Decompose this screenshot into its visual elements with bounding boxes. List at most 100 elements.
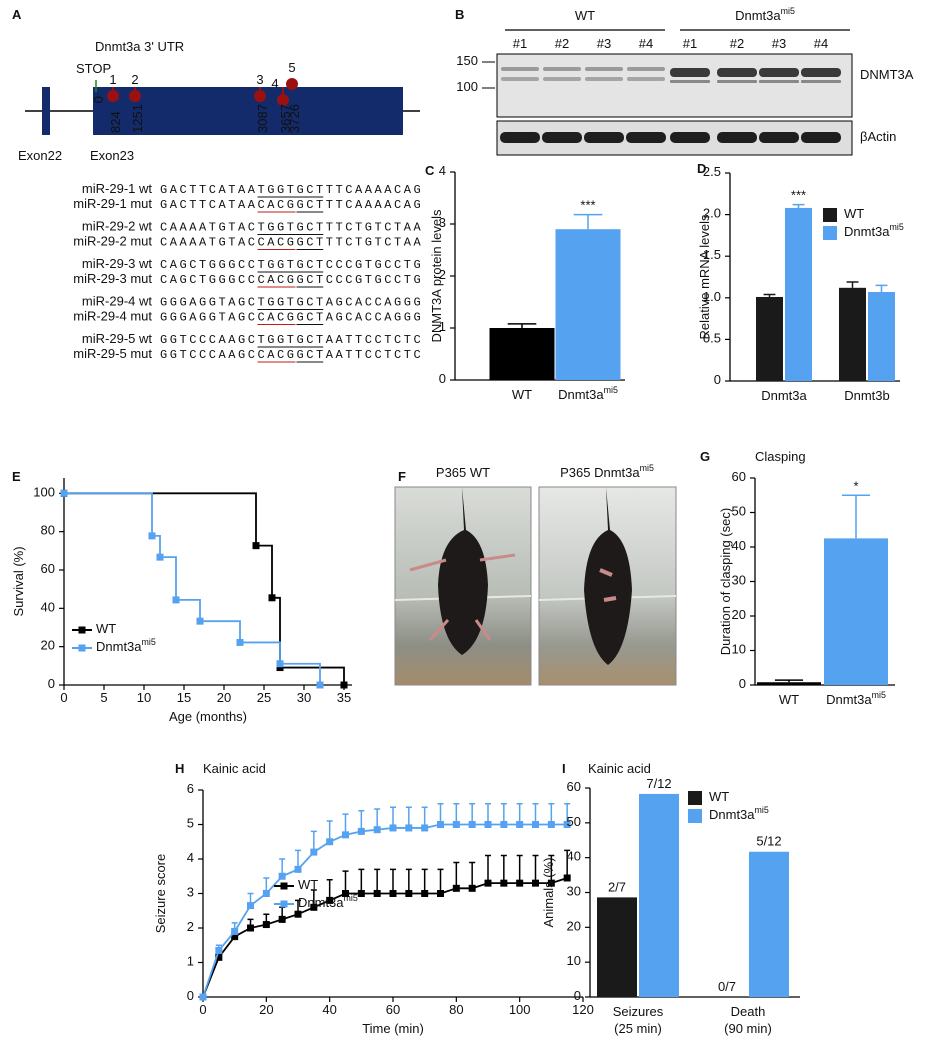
point [373,826,381,834]
point [437,821,444,828]
x-tick-label: 25 [257,690,271,705]
sequence: GGTCCCAAGC [160,348,258,362]
band [626,132,666,143]
gene-title: Dnmt3a 3' UTR [95,39,184,54]
bar [749,851,789,997]
x-tick-label-main: 80 [449,1002,463,1017]
site-number-main: 5 [288,60,295,75]
y-tick-label-main: 0.5 [703,331,721,346]
y-tick-label: 2 [187,919,194,934]
sequence-main: TGGTGCT [258,296,326,310]
y-tick-label: 5 [187,816,194,831]
y-tick-label-main: 0 [739,676,746,691]
point [421,824,429,832]
point [389,824,397,832]
x-tick-label-main: Seizures [613,1004,664,1019]
band [500,132,540,143]
seq-label-main: miR-29-2 wt [82,219,152,234]
legend-label-sup: mi5 [890,222,904,232]
point [276,660,284,668]
y-axis-label: Duration of clasping (sec) [718,508,733,655]
legend-label-main: WT [844,206,864,221]
value-label-main: 5/12 [756,834,781,849]
site-number: 3 [256,72,263,87]
point [357,890,365,897]
panel-letter-main: D [697,161,706,176]
sequence-main: TGGTGCT [258,183,326,197]
lane-label-main: #1 [513,36,527,51]
sequence-main: CACG [258,198,297,212]
legend-label-main: Dnmt3a [96,639,142,654]
y-tick-label: 40 [41,600,55,615]
y-tick-label: 2.0 [703,206,721,221]
error-bar [532,854,539,884]
x-tick-label-main: 20 [217,690,231,705]
band [759,68,799,77]
x-tick-label: 5 [100,690,107,705]
point [500,879,508,887]
point [516,821,524,828]
sequence-main: CACG [258,348,297,362]
marker-label: 100 [456,79,478,94]
legend-label-main: WT [709,789,729,804]
value-label: 5/12 [756,834,781,849]
site-position: 3087 [255,104,270,133]
error-bar [469,861,476,889]
band [627,77,665,81]
sequence: CACG [258,198,297,212]
y-tick-label: 1.0 [703,289,721,304]
site-number-main: 2 [131,72,138,87]
y-tick-label: 80 [41,523,55,538]
sequence-main: GCT [297,198,326,212]
point [247,902,254,910]
legend-swatch [688,791,702,805]
sequence-main: GCT [297,348,326,362]
sequence: AGCACCAGGG [326,296,424,310]
series-line [202,823,568,998]
series-line [202,877,568,998]
point [196,617,204,625]
sequence-main: CCCGTGCCTG [326,273,424,287]
sequence: GACTTCATAA [160,183,258,197]
x-tick-label-main: 0 [199,1002,206,1017]
site-position-main: 3726 [287,104,302,133]
photo-label-main: P365 Dnmt3a [560,465,640,480]
start-position: 0 [91,96,106,103]
y-tick-label: 2 [439,267,446,282]
chart-title: Kainic acid [203,761,266,776]
y-tick-label: 30 [732,573,746,588]
error-bar [516,854,523,884]
y-tick-label: 50 [732,504,746,519]
lane-label: #4 [639,36,653,51]
y-tick-label: 2.5 [703,164,721,179]
x-tick-label-main: 25 [257,690,271,705]
y-tick-label-main: 1.5 [703,248,721,263]
y-tick-label-main: 4 [439,163,446,178]
y-axis-label: Relative mRNA levels [697,214,712,339]
x-tick-label: Dnmt3ami5 [826,690,886,707]
marker-label: 150 [456,53,478,68]
point [278,915,286,923]
y-tick-label: 10 [732,642,746,657]
y-tick-label: 3 [187,885,194,900]
sequence-main: CACG [258,236,297,250]
point [262,921,270,929]
chart-title: Clasping [755,449,806,464]
point [373,890,381,897]
bar [785,207,812,381]
lane-label-main: #4 [639,36,653,51]
band [717,68,757,77]
panel-letter-main: F [398,469,406,484]
sequence: CAGCTGGGCC [160,258,258,272]
group-label: Dnmt3ami5 [735,6,795,23]
value-label-main: 7/12 [646,776,671,791]
y-tick-label: 20 [732,607,746,622]
panel-letter: G [700,449,710,464]
y-axis-label-main: Relative mRNA levels [697,214,712,339]
error-bar [485,854,491,884]
point [276,664,284,672]
site-position: 824 [108,111,123,133]
lane-label-main: #4 [814,36,828,51]
sequence-main: TTCTGTCTAA [326,236,424,250]
band-label: βActin [860,129,896,144]
